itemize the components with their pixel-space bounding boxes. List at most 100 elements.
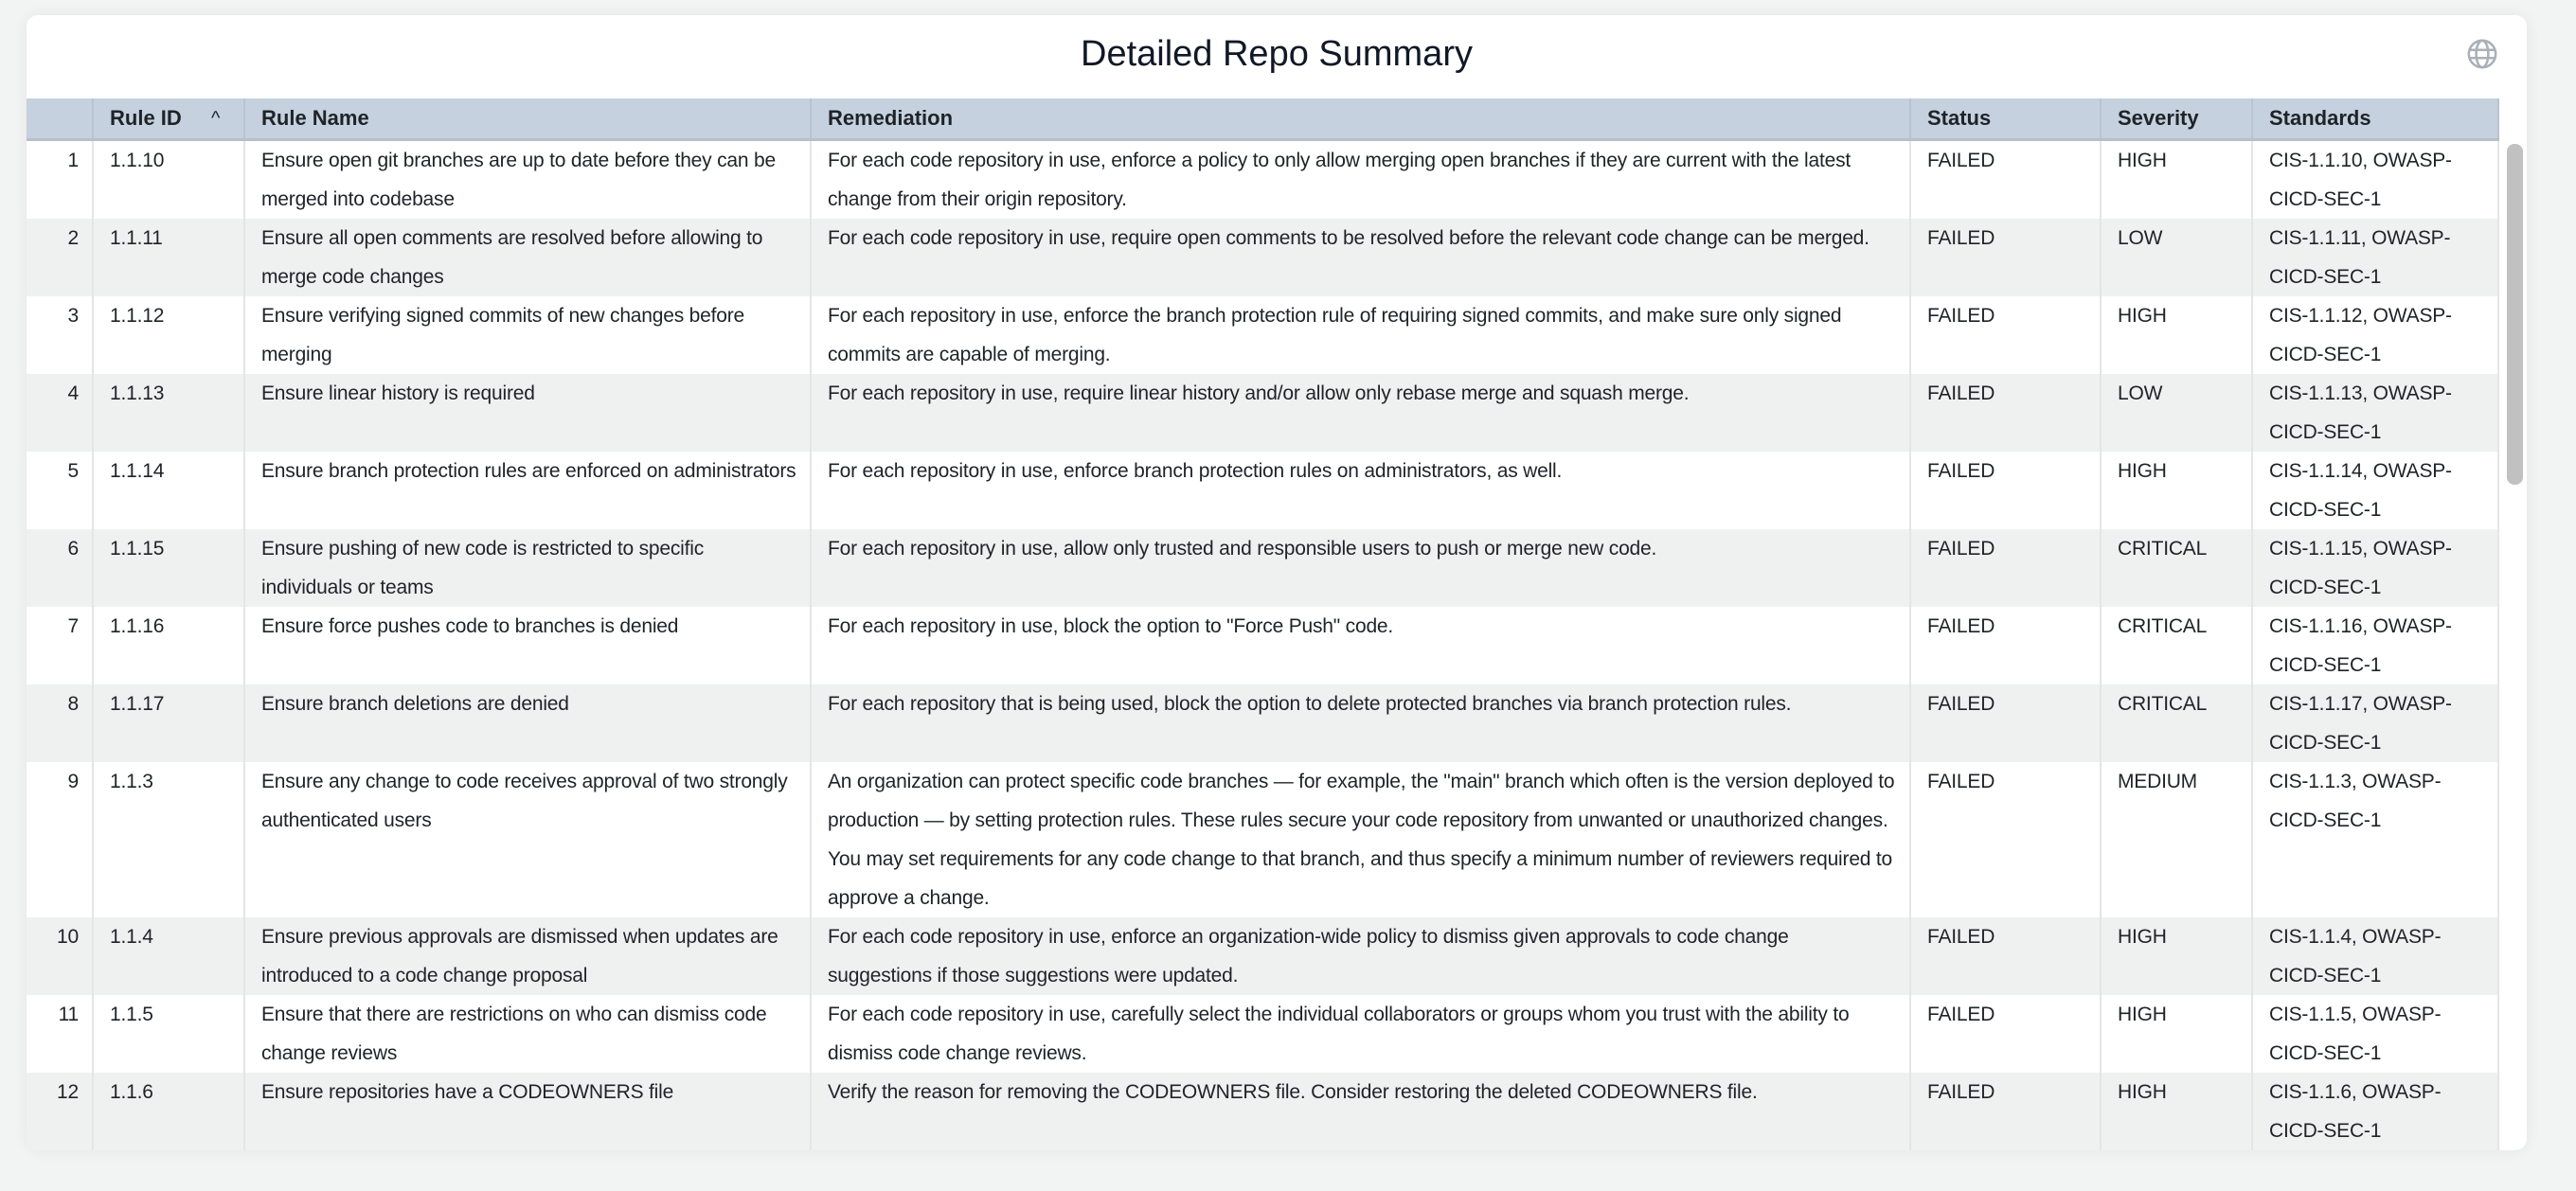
severity-cell: CRITICAL	[2102, 684, 2253, 762]
standards-cell: CIS-1.1.13, OWASP-CICD-SEC-1	[2253, 374, 2499, 452]
table-row[interactable]: 4 1.1.13 Ensure linear history is required…	[27, 374, 2499, 452]
rule-id-cell: 1.1.13	[94, 374, 245, 452]
column-header-status[interactable]: Status	[1911, 98, 2102, 138]
rule-name-cell: Ensure linear history is required	[245, 374, 812, 452]
standards-cell: CIS-1.1.3, OWASP-CICD-SEC-1	[2253, 762, 2499, 917]
standards-cell: CIS-1.1.6, OWASP-CICD-SEC-1	[2253, 1073, 2499, 1150]
column-header-severity[interactable]: Severity	[2102, 98, 2253, 138]
table-row[interactable]: 12 1.1.6 Ensure repositories have a CODEOW…	[27, 1073, 2499, 1150]
row-number: 10	[27, 917, 94, 995]
standards-cell: CIS-1.1.14, OWASP-CICD-SEC-1	[2253, 452, 2499, 529]
row-number: 12	[27, 1073, 94, 1150]
row-number: 9	[27, 762, 94, 917]
row-number: 2	[27, 219, 94, 296]
vertical-scrollbar[interactable]	[2507, 142, 2523, 1150]
status-cell: FAILED	[1911, 762, 2102, 917]
row-number: 11	[27, 995, 94, 1073]
rule-id-cell: 1.1.6	[94, 1073, 245, 1150]
severity-cell: CRITICAL	[2102, 529, 2253, 607]
severity-cell: HIGH	[2102, 1073, 2253, 1150]
table-row[interactable]: 6 1.1.15 Ensure pushing of new code is res…	[27, 529, 2499, 607]
remediation-cell: For each code repository in use, enforce…	[812, 141, 1911, 219]
status-cell: FAILED	[1911, 141, 2102, 219]
column-header-label: Rule ID	[110, 106, 182, 130]
scrollbar-thumb[interactable]	[2507, 144, 2523, 485]
status-cell: FAILED	[1911, 374, 2102, 452]
rule-name-cell: Ensure all open comments are resolved be…	[245, 219, 812, 296]
row-number: 6	[27, 529, 94, 607]
remediation-cell: For each repository in use, enforce the …	[812, 296, 1911, 374]
status-cell: FAILED	[1911, 917, 2102, 995]
rule-name-cell: Ensure previous approvals are dismissed …	[245, 917, 812, 995]
column-header-rule-name[interactable]: Rule Name	[245, 98, 812, 138]
rule-name-cell: Ensure any change to code receives appro…	[245, 762, 812, 917]
rule-name-cell: Ensure verifying signed commits of new c…	[245, 296, 812, 374]
remediation-cell: For each repository that is being used, …	[812, 684, 1911, 762]
status-cell: FAILED	[1911, 684, 2102, 762]
row-number: 3	[27, 296, 94, 374]
rule-name-cell: Ensure that there are restrictions on wh…	[245, 995, 812, 1073]
rule-name-cell: Ensure branch deletions are denied	[245, 684, 812, 762]
rule-id-cell: 1.1.4	[94, 917, 245, 995]
severity-cell: LOW	[2102, 374, 2253, 452]
rules-table: Rule ID ^ Rule Name Remediation Status Se…	[27, 98, 2499, 1150]
remediation-cell: For each code repository in use, careful…	[812, 995, 1911, 1073]
rule-id-cell: 1.1.16	[94, 607, 245, 684]
severity-cell: HIGH	[2102, 452, 2253, 529]
table-row[interactable]: 11 1.1.5 Ensure that there are restriction…	[27, 995, 2499, 1073]
rule-id-cell: 1.1.5	[94, 995, 245, 1073]
table-row[interactable]: 10 1.1.4 Ensure previous approvals are dis…	[27, 917, 2499, 995]
page-title: Detailed Repo Summary	[1081, 34, 1473, 74]
rule-id-cell: 1.1.15	[94, 529, 245, 607]
severity-cell: HIGH	[2102, 995, 2253, 1073]
standards-cell: CIS-1.1.4, OWASP-CICD-SEC-1	[2253, 917, 2499, 995]
remediation-cell: For each code repository in use, require…	[812, 219, 1911, 296]
severity-cell: HIGH	[2102, 917, 2253, 995]
rule-name-cell: Ensure open git branches are up to date …	[245, 141, 812, 219]
table-row[interactable]: 8 1.1.17 Ensure branch deletions are denie…	[27, 684, 2499, 762]
table-row[interactable]: 3 1.1.12 Ensure verifying signed commits o…	[27, 296, 2499, 374]
remediation-cell: For each code repository in use, enforce…	[812, 917, 1911, 995]
column-header-index	[27, 98, 94, 138]
table-row[interactable]: 2 1.1.11 Ensure all open comments are reso…	[27, 219, 2499, 296]
standards-cell: CIS-1.1.5, OWASP-CICD-SEC-1	[2253, 995, 2499, 1073]
remediation-cell: An organization can protect specific cod…	[812, 762, 1911, 917]
row-number: 8	[27, 684, 94, 762]
table-row[interactable]: 9 1.1.3 Ensure any change to code receives…	[27, 762, 2499, 917]
rule-id-cell: 1.1.12	[94, 296, 245, 374]
standards-cell: CIS-1.1.12, OWASP-CICD-SEC-1	[2253, 296, 2499, 374]
table-row[interactable]: 7 1.1.16 Ensure force pushes code to branc…	[27, 607, 2499, 684]
remediation-cell: For each repository in use, enforce bran…	[812, 452, 1911, 529]
rule-name-cell: Ensure branch protection rules are enfor…	[245, 452, 812, 529]
status-cell: FAILED	[1911, 607, 2102, 684]
standards-cell: CIS-1.1.11, OWASP-CICD-SEC-1	[2253, 219, 2499, 296]
table-row[interactable]: 1 1.1.10 Ensure open git branches are up t…	[27, 141, 2499, 219]
rule-name-cell: Ensure repositories have a CODEOWNERS fi…	[245, 1073, 812, 1150]
column-header-standards[interactable]: Standards	[2253, 98, 2499, 138]
severity-cell: MEDIUM	[2102, 762, 2253, 917]
remediation-cell: For each repository in use, allow only t…	[812, 529, 1911, 607]
rule-id-cell: 1.1.10	[94, 141, 245, 219]
standards-cell: CIS-1.1.10, OWASP-CICD-SEC-1	[2253, 141, 2499, 219]
status-cell: FAILED	[1911, 296, 2102, 374]
chevron-up-icon[interactable]: ^	[211, 108, 221, 129]
column-header-remediation[interactable]: Remediation	[812, 98, 1911, 138]
row-number: 7	[27, 607, 94, 684]
standards-cell: CIS-1.1.16, OWASP-CICD-SEC-1	[2253, 607, 2499, 684]
status-cell: FAILED	[1911, 995, 2102, 1073]
rule-id-cell: 1.1.14	[94, 452, 245, 529]
row-number: 4	[27, 374, 94, 452]
globe-icon[interactable]	[2466, 38, 2498, 70]
severity-cell: HIGH	[2102, 141, 2253, 219]
status-cell: FAILED	[1911, 529, 2102, 607]
status-cell: FAILED	[1911, 452, 2102, 529]
rule-id-cell: 1.1.17	[94, 684, 245, 762]
status-cell: FAILED	[1911, 1073, 2102, 1150]
rule-name-cell: Ensure force pushes code to branches is …	[245, 607, 812, 684]
column-header-rule-id[interactable]: Rule ID ^	[94, 98, 245, 138]
table-row[interactable]: 5 1.1.14 Ensure branch protection rules ar…	[27, 452, 2499, 529]
row-number: 1	[27, 141, 94, 219]
severity-cell: CRITICAL	[2102, 607, 2253, 684]
standards-cell: CIS-1.1.15, OWASP-CICD-SEC-1	[2253, 529, 2499, 607]
repo-summary-card: Detailed Repo Summary Rule ID ^ Rule Name…	[27, 15, 2527, 1150]
